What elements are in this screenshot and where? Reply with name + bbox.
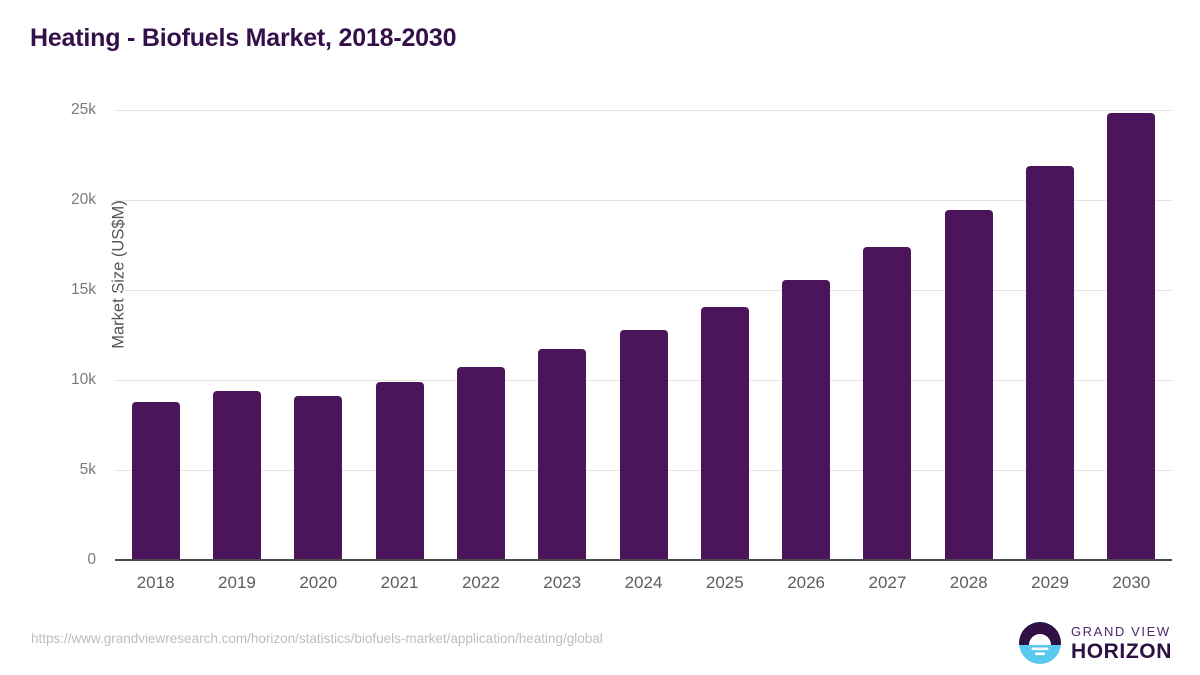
x-tick-label: 2029 bbox=[1031, 573, 1069, 592]
logo-line-horizon: HORIZON bbox=[1070, 639, 1172, 663]
logo-wordmark: GRAND VIEW HORIZON bbox=[1071, 625, 1172, 662]
page-title: Heating - Biofuels Market, 2018-2030 bbox=[30, 24, 457, 52]
y-tick-label: 15k bbox=[71, 281, 96, 298]
bar-2018[interactable] bbox=[131, 401, 180, 560]
x-tick-label: 2027 bbox=[868, 573, 907, 592]
x-axis-line bbox=[115, 559, 1172, 561]
y-tick-label: 10k bbox=[71, 371, 96, 388]
x-tick-label: 2026 bbox=[787, 573, 826, 592]
x-tick-label: 2022 bbox=[461, 573, 500, 592]
x-tick-label: 2020 bbox=[299, 573, 338, 592]
x-tick-label: 2019 bbox=[218, 573, 256, 592]
bar-2019[interactable] bbox=[212, 390, 261, 560]
logo-line-grand-view: GRAND VIEW bbox=[1070, 623, 1171, 639]
x-tick-label: 2018 bbox=[136, 573, 175, 592]
bar-2030[interactable] bbox=[1107, 112, 1156, 560]
bar-2029[interactable] bbox=[1026, 165, 1075, 560]
gridline bbox=[115, 290, 1172, 291]
bar-2025[interactable] bbox=[700, 307, 749, 560]
y-tick-label: 0 bbox=[87, 551, 96, 568]
bar-2026[interactable] bbox=[782, 280, 831, 560]
x-tick-label: 2023 bbox=[543, 573, 582, 592]
x-tick-label: 2024 bbox=[624, 573, 663, 592]
bar-2022[interactable] bbox=[456, 367, 505, 560]
gridline bbox=[115, 200, 1172, 201]
y-axis-tick-labels: 0 5k 10k 15k 20k 25k bbox=[36, 0, 96, 675]
gridline bbox=[115, 110, 1172, 111]
x-tick-label: 2030 bbox=[1112, 573, 1151, 592]
x-tick-label: 2025 bbox=[705, 573, 744, 592]
bar-2023[interactable] bbox=[538, 349, 587, 560]
x-tick-label: 2028 bbox=[949, 573, 988, 592]
horizon-sunrise-circle-icon bbox=[1018, 622, 1061, 664]
y-tick-label: 5k bbox=[79, 461, 96, 478]
source-url[interactable]: https://www.grandviewresearch.com/horizo… bbox=[31, 631, 603, 646]
bar-2028[interactable] bbox=[944, 209, 993, 560]
y-tick-label: 20k bbox=[71, 191, 96, 208]
x-tick-label: 2021 bbox=[380, 573, 419, 592]
bar-2027[interactable] bbox=[863, 246, 912, 560]
bar-2024[interactable] bbox=[619, 329, 668, 560]
grand-view-horizon-logo: GRAND VIEW HORIZON bbox=[1018, 620, 1172, 666]
bar-2020[interactable] bbox=[294, 396, 343, 560]
y-tick-label: 25k bbox=[71, 101, 96, 118]
bar-2021[interactable] bbox=[375, 381, 424, 560]
plot-area bbox=[115, 110, 1172, 560]
